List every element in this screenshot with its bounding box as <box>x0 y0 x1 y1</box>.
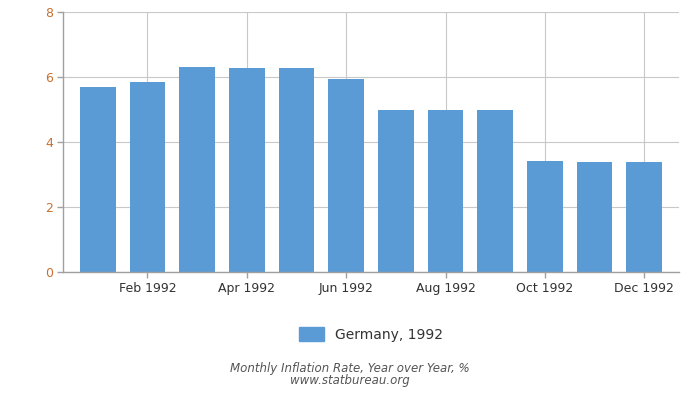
Bar <box>179 67 215 272</box>
Bar <box>577 162 612 272</box>
Bar <box>80 87 116 272</box>
Bar <box>130 82 165 272</box>
Bar <box>279 68 314 272</box>
Bar <box>229 68 265 272</box>
Bar <box>328 79 364 272</box>
Legend: Germany, 1992: Germany, 1992 <box>292 320 450 349</box>
Bar <box>378 110 414 272</box>
Text: www.statbureau.org: www.statbureau.org <box>290 374 410 387</box>
Bar <box>428 110 463 272</box>
Bar <box>477 110 513 272</box>
Bar <box>626 162 662 272</box>
Text: Monthly Inflation Rate, Year over Year, %: Monthly Inflation Rate, Year over Year, … <box>230 362 470 375</box>
Bar <box>527 161 563 272</box>
